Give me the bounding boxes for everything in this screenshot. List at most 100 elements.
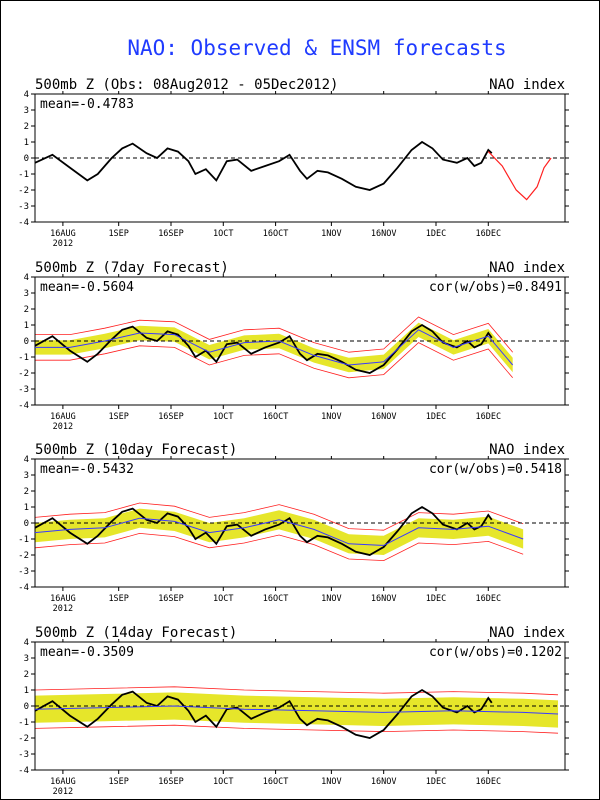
envelope-line-upper: [34, 502, 524, 531]
cor-label-bg: [407, 460, 563, 477]
mean-label-bg: [37, 95, 145, 112]
x-year-label: 2012: [53, 422, 73, 432]
y-tick-label: 1: [24, 686, 29, 696]
x-tick-label: 1OCT: [213, 229, 233, 239]
series-ensemble-mean: [34, 705, 559, 715]
y-tick-label: 3: [24, 654, 29, 664]
x-tick-label: 1NOV: [321, 412, 341, 422]
series-ensemble-mean: [34, 517, 524, 546]
x-tick-label: 1NOV: [321, 777, 341, 787]
y-tick-label: 4: [24, 638, 29, 648]
ensemble-spread-band: [35, 322, 513, 373]
x-tick-label: 16SEP: [158, 412, 184, 422]
x-tick-label: 16OCT: [263, 412, 289, 422]
y-tick-label: 0: [24, 519, 29, 529]
cor-label: cor(w/obs)=0.8491: [429, 280, 562, 295]
y-tick-label: 0: [24, 337, 29, 347]
envelope-line-lower: [35, 342, 514, 379]
x-tick-label: 16DEC: [475, 229, 501, 239]
y-tick-label: -2: [18, 369, 29, 379]
cor-label: cor(w/obs)=0.5418: [429, 462, 562, 477]
y-tick-label: -2: [18, 186, 29, 196]
x-tick-label: 16OCT: [263, 229, 289, 239]
y-tick-label: 3: [24, 471, 29, 481]
y-tick-label: 2: [24, 122, 29, 132]
x-tick-label: 16SEP: [158, 594, 184, 604]
x-tick-label: 16NOV: [371, 777, 397, 787]
series-forecast-members: [487, 151, 552, 201]
x-tick-label: 16NOV: [371, 229, 397, 239]
panel-1: 4 3 2 1 0 -1 -2 -3 -4 16AUG 1SEP 16SEP 1OCT 16OCT 1NOV…: [18, 77, 569, 249]
y-tick-label: 1: [24, 138, 29, 148]
y-tick-label: -4: [18, 401, 29, 411]
x-tick-label: 16DEC: [475, 412, 501, 422]
y-tick-label: -2: [18, 551, 29, 561]
panel-header-right: NAO index: [489, 442, 565, 458]
y-tick-label: 1: [24, 503, 29, 513]
x-tick-label: 1OCT: [213, 594, 233, 604]
mean-label: mean=-0.4783: [40, 97, 134, 112]
x-tick-label: 1SEP: [108, 229, 128, 239]
mean-label-bg: [37, 460, 145, 477]
series-observed: [34, 140, 493, 191]
panel-header-right: NAO index: [489, 260, 565, 276]
y-tick-label: -1: [18, 535, 29, 545]
x-year-label: 2012: [53, 604, 73, 614]
ensemble-spread-band: [35, 508, 524, 555]
y-tick-label: -1: [18, 353, 29, 363]
x-tick-label: 16AUG: [50, 594, 76, 604]
y-tick-label: -3: [18, 202, 29, 212]
series-observed: [34, 323, 493, 374]
y-tick-label: 4: [24, 90, 29, 100]
x-tick-label: 1OCT: [213, 412, 233, 422]
y-tick-label: 0: [24, 154, 29, 164]
panel-header-left: 500mb Z (Obs: 08Aug2012 - 05Dec2012): [35, 77, 338, 93]
x-tick-label: 1SEP: [108, 412, 128, 422]
panel-2: 4 3 2 1 0 -1 -2 -3 -4 16AUG 1SEP 16SEP 1OCT 16OCT 1NOV…: [18, 260, 569, 432]
x-tick-label: 16AUG: [50, 777, 76, 787]
mean-label-bg: [37, 278, 145, 295]
envelope-line-upper: [35, 316, 514, 353]
x-tick-label: 16NOV: [371, 594, 397, 604]
x-tick-label: 1SEP: [108, 594, 128, 604]
y-tick-label: 1: [24, 321, 29, 331]
x-year-label: 2012: [53, 239, 73, 249]
x-tick-label: 16DEC: [475, 777, 501, 787]
x-tick-label: 16AUG: [50, 412, 76, 422]
x-tick-label: 16NOV: [371, 412, 397, 422]
y-tick-label: -3: [18, 750, 29, 760]
y-tick-label: 4: [24, 273, 29, 283]
panel-header-left: 500mb Z (10day Forecast): [35, 442, 237, 458]
y-tick-label: -4: [18, 218, 29, 228]
x-tick-label: 1NOV: [321, 594, 341, 604]
y-tick-label: 2: [24, 670, 29, 680]
cor-label: cor(w/obs)=0.1202: [429, 645, 562, 660]
y-tick-label: -3: [18, 567, 29, 577]
x-tick-label: 1OCT: [213, 777, 233, 787]
mean-label: mean=-0.5604: [40, 280, 134, 295]
mean-label: mean=-0.5432: [40, 462, 134, 477]
series-observed: [34, 688, 493, 739]
y-tick-label: 3: [24, 106, 29, 116]
panel-header-right: NAO index: [489, 77, 565, 93]
x-tick-label: 16DEC: [475, 594, 501, 604]
y-tick-label: -2: [18, 734, 29, 744]
x-tick-label: 1NOV: [321, 229, 341, 239]
envelope-line-upper: [34, 686, 559, 696]
envelope-line-lower: [34, 532, 524, 562]
x-tick-label: 16OCT: [263, 594, 289, 604]
y-tick-label: -1: [18, 718, 29, 728]
y-tick-label: -4: [18, 766, 29, 776]
x-tick-label: 1DEC: [426, 412, 446, 422]
y-tick-label: -4: [18, 583, 29, 593]
x-tick-label: 16SEP: [158, 777, 184, 787]
x-tick-label: 16SEP: [158, 229, 184, 239]
cor-label-bg: [407, 643, 563, 660]
y-tick-label: 0: [24, 702, 29, 712]
panel-header-left: 500mb Z (14day Forecast): [35, 625, 237, 641]
y-tick-label: 3: [24, 289, 29, 299]
y-tick-label: -3: [18, 385, 29, 395]
chart-title: NAO: Observed & ENSM forecasts: [127, 36, 507, 60]
